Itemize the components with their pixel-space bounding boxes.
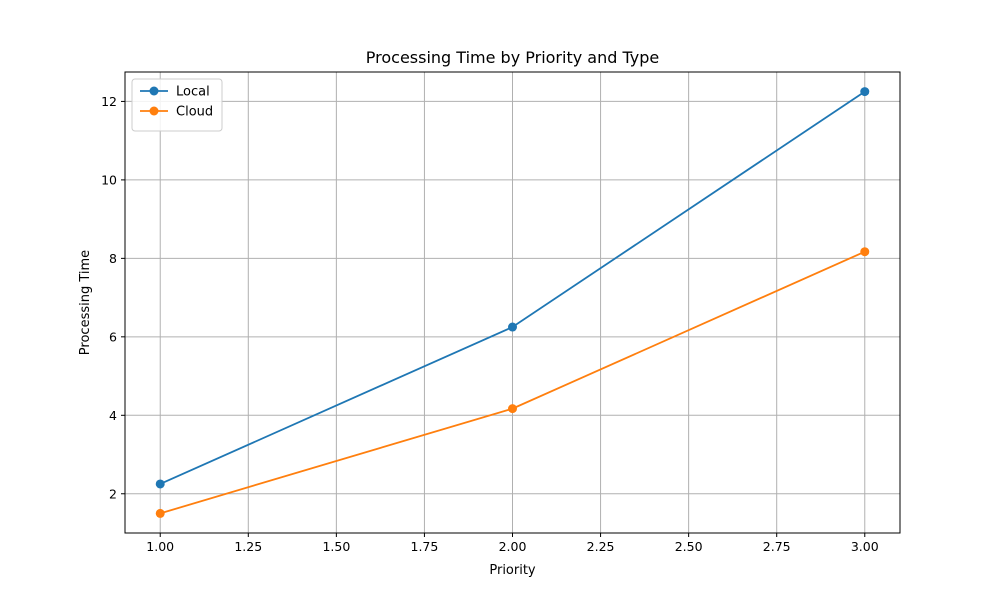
legend: Local Cloud [131,78,223,132]
x-tick-label: 1.00 [146,539,174,554]
grid [125,72,900,533]
data-point-cloud [155,508,165,518]
x-tick-label: 1.25 [234,539,262,554]
y-tick-label: 12 [101,94,117,109]
y-tick-label: 4 [109,408,117,423]
legend-marker-local [149,86,159,96]
data-point-cloud [860,247,870,257]
legend-marker-cloud [149,106,159,116]
x-axis-label: Priority [489,563,536,578]
y-tick-label: 10 [101,172,117,187]
y-tick-label: 2 [109,486,117,501]
x-tick-label: 3.00 [851,539,879,554]
x-tick-label: 2.75 [763,539,791,554]
data-point-local [860,87,870,97]
legend-label-cloud: Cloud [176,105,213,120]
data-point-cloud [508,404,517,414]
series-layer [155,87,870,518]
x-axis-ticks: 1.00 1.25 1.50 1.75 2.00 2.25 2.50 2.75 3.00 [146,533,879,554]
legend-label-local: Local [176,85,210,100]
x-tick-label: 2.00 [499,539,527,554]
chart-title: Processing Time by Priority and Type [366,48,659,67]
x-tick-label: 2.50 [675,539,703,554]
x-tick-label: 2.25 [587,539,615,554]
y-tick-label: 6 [109,329,117,344]
x-tick-label: 1.75 [411,539,439,554]
data-point-local [508,322,517,332]
y-axis-ticks: 2 4 6 8 10 12 [101,94,125,501]
y-tick-label: 8 [109,251,117,266]
data-point-local [155,479,165,489]
x-tick-label: 1.50 [322,539,350,554]
y-axis-label: Processing Time [78,250,93,355]
